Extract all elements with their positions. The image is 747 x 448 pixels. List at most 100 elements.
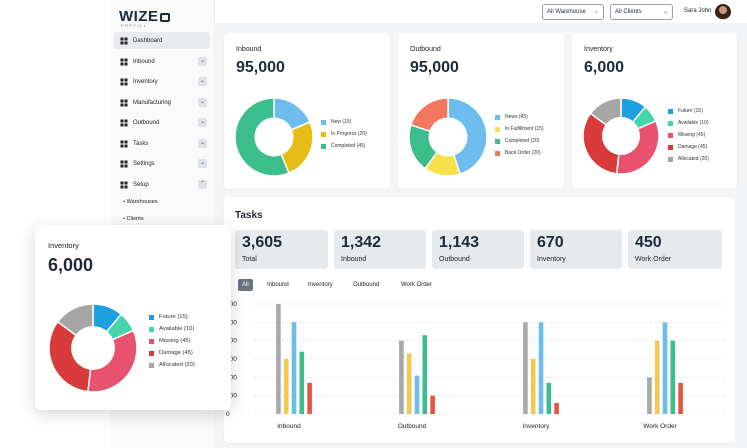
legend-swatch [149, 362, 154, 368]
legend-label: Available (10) [678, 120, 709, 126]
task-stat-inbound[interactable]: 1,342 Inbound [334, 230, 426, 269]
avatar[interactable] [715, 4, 731, 20]
filter-tab-work-order[interactable]: Work Order [401, 282, 432, 288]
bar[interactable] [399, 340, 404, 414]
sidebar-item-inbound[interactable]: Inbound ⌄ [114, 53, 210, 70]
legend-label: Missing (45) [159, 338, 191, 344]
warehouse-select[interactable]: All Warehouse ⌄ [542, 4, 604, 20]
sidebar-item-label: Outbound [133, 119, 160, 126]
legend-label: Allocated (20) [678, 156, 709, 162]
floating-inventory-card[interactable]: Inventory 6,000 Future (15) Available (10… [35, 225, 231, 410]
bar[interactable] [647, 377, 652, 414]
donut-slice[interactable] [56, 303, 94, 337]
legend-item: Damage (45) [149, 347, 195, 359]
legend-swatch [149, 326, 154, 332]
legend-label: Missing (45) [678, 132, 706, 138]
bar[interactable] [307, 382, 312, 414]
card-title: Inbound [236, 46, 262, 53]
legend-swatch [495, 114, 500, 120]
legend-swatch [668, 144, 673, 150]
task-stat-outbound[interactable]: 1,143 Outbound [432, 230, 524, 269]
outbound-legend: News (45) In Fulfillment (15) Completed (2… [495, 111, 544, 159]
chevron-down-icon: ⌄ [662, 9, 668, 15]
floating-inventory-donut-chart [48, 303, 138, 393]
donut-slice[interactable] [615, 119, 660, 175]
chevron-down-icon[interactable]: ⌄ [198, 118, 207, 127]
donut-slice[interactable] [447, 97, 488, 176]
chevron-down-icon[interactable]: ⌄ [198, 98, 207, 107]
x-tick-label: Inventory [523, 423, 550, 430]
floating-inventory-legend: Future (15) Available (10) Missing (45) Dam… [149, 311, 195, 371]
bar[interactable] [523, 322, 528, 414]
filter-tab-outbound[interactable]: Outbound [353, 282, 380, 288]
sidebar-item-manufacturing[interactable]: Manufacturing ⌄ [114, 94, 210, 111]
bar[interactable] [406, 353, 412, 415]
bar[interactable] [678, 382, 683, 414]
filter-tab-all[interactable]: All [238, 279, 253, 291]
bar[interactable] [276, 304, 281, 414]
bar[interactable] [299, 351, 305, 414]
legend-swatch [495, 126, 500, 132]
chevron-down-icon[interactable]: ⌄ [198, 139, 207, 148]
sidebar-item-settings[interactable]: Settings ⌄ [114, 155, 210, 172]
legend-item: Available (10) [149, 323, 195, 335]
chevron-down-icon[interactable]: ⌄ [198, 77, 207, 86]
sidebar-item-label: Tasks [133, 140, 149, 147]
sidebar-subitem-clients[interactable]: • Clients [123, 216, 144, 222]
sidebar-item-setup[interactable]: Setup ⌃ [114, 176, 210, 193]
legend-item: Available (10) [668, 117, 709, 129]
bar[interactable] [554, 403, 559, 414]
inventory-legend: Future (15) Available (10) Missing (45) Dam… [668, 105, 709, 165]
sidebar-subitem-warehouses[interactable]: • Warehouses [123, 199, 158, 205]
task-stat-total[interactable]: 3,605 Total [235, 230, 328, 269]
donut-slice[interactable] [582, 112, 620, 175]
chevron-down-icon[interactable]: ⌄ [198, 159, 207, 168]
task-stat-work-order[interactable]: 450 Work Order [628, 230, 722, 269]
bar[interactable] [670, 340, 676, 414]
sidebar-item-dashboard[interactable]: Dashboard [114, 32, 210, 49]
brand-logo[interactable]: WIZE PRFFILL [119, 8, 170, 28]
legend-swatch [149, 314, 154, 320]
bar[interactable] [546, 382, 552, 414]
user-name[interactable]: Sara John [684, 8, 712, 14]
donut-slice[interactable] [589, 97, 622, 127]
donut-slice[interactable] [87, 329, 138, 393]
card-title: Outbound [410, 46, 441, 53]
donut-slice[interactable] [234, 97, 290, 177]
legend-item: New (15) [321, 116, 367, 128]
chevron-up-icon[interactable]: ⌃ [198, 180, 207, 189]
bar[interactable] [430, 395, 435, 414]
inventory-donut-chart [582, 97, 660, 175]
task-stat-inventory[interactable]: 670 Inventory [530, 230, 622, 269]
sidebar-item-inventory[interactable]: Inventory ⌄ [114, 73, 210, 90]
filter-tab-inventory[interactable]: Inventory [308, 282, 333, 288]
y-tick-label: 300 [226, 356, 237, 363]
legend-label: Damage (45) [678, 144, 708, 150]
sidebar-item-outbound[interactable]: Outbound ⌄ [114, 114, 210, 131]
clients-select[interactable]: All Clients ⌄ [610, 4, 673, 20]
filter-tab-inbound[interactable]: Inbound [267, 282, 289, 288]
bar[interactable] [283, 359, 289, 414]
sidebar-item-tasks[interactable]: Tasks ⌄ [114, 135, 210, 152]
card-value: 6,000 [48, 255, 94, 275]
legend-label: Future (15) [678, 108, 703, 114]
legend-swatch [495, 150, 500, 156]
bar[interactable] [291, 322, 297, 414]
chevron-down-icon[interactable]: ⌄ [198, 57, 207, 66]
bar[interactable] [530, 359, 536, 414]
bar[interactable] [422, 335, 428, 414]
bar[interactable] [538, 322, 544, 414]
legend-item: Back Order (20) [495, 147, 544, 159]
donut-slice[interactable] [48, 320, 92, 393]
brand-name: WIZE [119, 8, 159, 25]
legend-swatch [668, 132, 673, 138]
sidebar-item-label: Inventory [133, 78, 158, 85]
bar[interactable] [662, 322, 668, 414]
card-value: 95,000 [236, 59, 285, 76]
legend-item: Future (15) [668, 105, 709, 117]
legend-swatch [495, 138, 500, 144]
bar[interactable] [654, 340, 660, 414]
bar[interactable] [414, 375, 420, 415]
donut-slice[interactable] [409, 97, 449, 133]
